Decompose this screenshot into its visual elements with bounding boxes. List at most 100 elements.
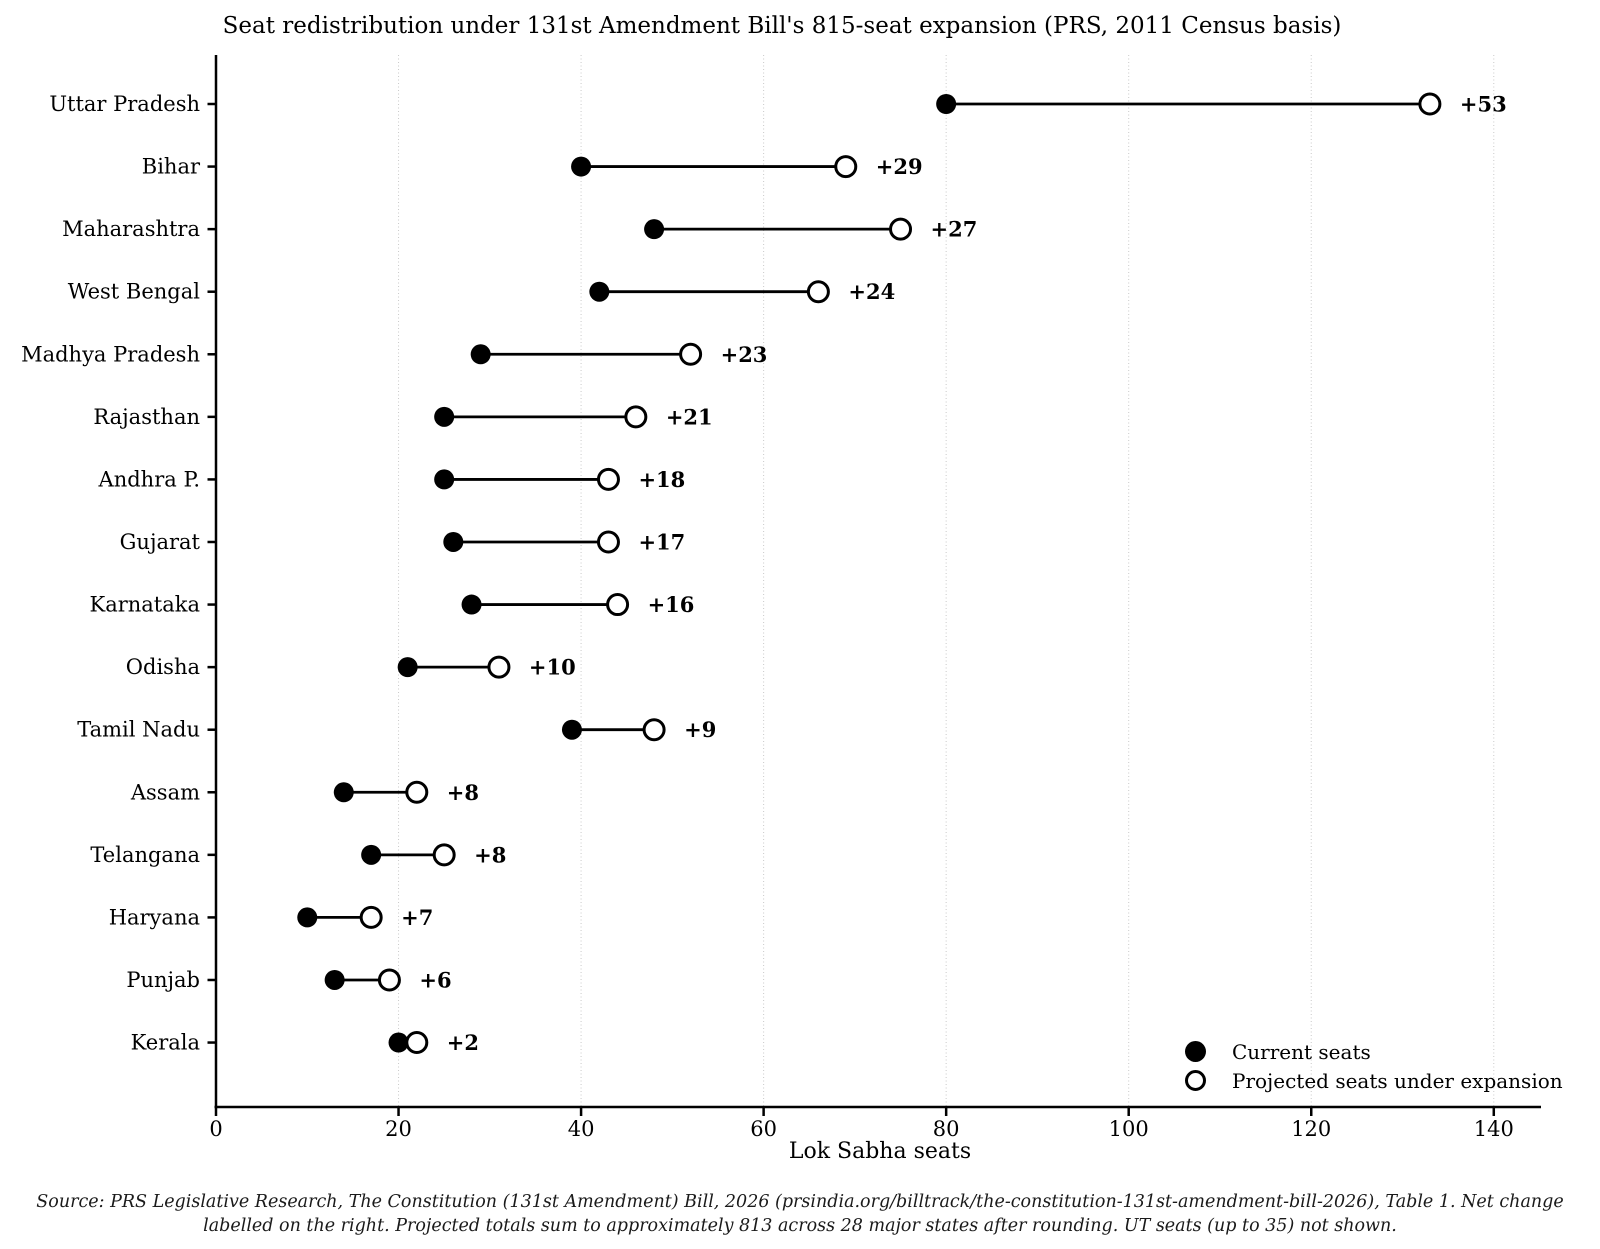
dumbbell-row: Andhra P. +18	[98, 467, 686, 492]
projected-dot	[405, 780, 429, 804]
projected-dot	[834, 155, 858, 179]
delta-label: +23	[721, 342, 768, 367]
delta-label: +6	[419, 967, 451, 992]
grid-group	[398, 55, 1495, 1107]
delta-label: +21	[666, 404, 713, 429]
current-dot	[443, 531, 464, 552]
filled-circle-icon	[1185, 1041, 1206, 1062]
projected-dot	[606, 593, 630, 617]
legend: Current seats Projected seats under expa…	[1185, 1037, 1563, 1095]
dumbbell-chart: 0 20 40 60 80 100 120 140 Uttar Pradesh +53 Bihar…	[21, 55, 1541, 1141]
x-tick-label: 100	[1109, 1117, 1149, 1141]
source-note-line1: Source: PRS Legislative Research, The Co…	[36, 1192, 1564, 1212]
current-dot	[571, 156, 592, 177]
current-dot	[589, 281, 610, 302]
x-tick-label: 40	[568, 1117, 595, 1141]
dumbbell-row: Odisha +10	[126, 655, 576, 680]
current-dot	[434, 406, 455, 427]
dumbbell-row: West Bengal +24	[68, 279, 895, 304]
current-dot	[397, 657, 418, 678]
delta-label: +29	[876, 154, 923, 179]
x-tick-label: 20	[385, 1117, 412, 1141]
dumbbell-row: Karnataka +16	[90, 592, 695, 617]
dumbbell-row: Haryana +7	[109, 905, 434, 930]
state-label: Karnataka	[90, 593, 201, 617]
projected-dot	[1418, 92, 1442, 116]
state-label: West Bengal	[68, 280, 201, 304]
dumbbell-row: Madhya Pradesh +23	[21, 342, 767, 367]
current-dot	[333, 782, 354, 803]
projected-dot	[642, 718, 666, 742]
source-note: Source: PRS Legislative Research, The Co…	[0, 1190, 1600, 1238]
open-circle-icon	[1185, 1070, 1206, 1091]
delta-label: +10	[529, 655, 576, 680]
delta-label: +16	[648, 592, 695, 617]
current-dot	[936, 94, 957, 114]
x-tick-label: 120	[1291, 1117, 1331, 1141]
delta-label: +8	[447, 780, 479, 805]
current-dot	[561, 719, 582, 740]
state-label: Telangana	[90, 843, 200, 867]
state-label: Kerala	[131, 1031, 200, 1055]
dumbbell-row: Assam +8	[130, 780, 479, 805]
state-label: Bihar	[142, 155, 201, 179]
x-axis-label: Lok Sabha seats	[788, 1139, 972, 1164]
x-tick-label: 60	[750, 1117, 777, 1141]
delta-label: +7	[401, 905, 433, 930]
dumbbell-row: Punjab +6	[126, 967, 451, 992]
chart-title: Seat redistribution under 131st Amendmen…	[222, 13, 1342, 39]
state-label: Punjab	[126, 968, 200, 992]
projected-dot	[889, 217, 913, 241]
projected-dot	[377, 968, 401, 992]
delta-label: +18	[638, 467, 685, 492]
source-note-line2: labelled on the right. Projected totals …	[203, 1216, 1397, 1236]
projected-dot	[596, 530, 620, 554]
state-label: Rajasthan	[93, 405, 200, 429]
current-dot	[297, 907, 318, 928]
current-dot	[324, 969, 345, 990]
legend-item-projected: Projected seats under expansion	[1185, 1066, 1563, 1095]
current-dot	[434, 469, 455, 490]
state-label: Odisha	[126, 655, 200, 679]
state-label: Haryana	[109, 905, 200, 929]
projected-dot	[624, 405, 648, 429]
projected-dot	[596, 467, 620, 491]
dumbbell-row: Gujarat +17	[120, 529, 686, 554]
dumbbell-row: Telangana +8	[90, 842, 506, 867]
delta-label: +2	[447, 1030, 479, 1055]
dumbbell-row: Bihar +29	[142, 154, 923, 179]
state-label: Assam	[130, 780, 200, 804]
x-tick-label: 0	[209, 1117, 222, 1141]
current-dot	[388, 1032, 409, 1053]
delta-label: +24	[848, 279, 895, 304]
x-tick-label: 80	[933, 1117, 960, 1141]
dumbbell-row: Tamil Nadu +9	[77, 717, 716, 742]
projected-dot	[405, 1031, 429, 1055]
state-label: Gujarat	[120, 530, 201, 554]
state-label: Uttar Pradesh	[49, 92, 200, 116]
projected-dot	[487, 655, 511, 679]
projected-dot	[432, 843, 456, 867]
state-label: Tamil Nadu	[77, 718, 200, 742]
state-label: Andhra P.	[98, 467, 200, 491]
axes-group: 0 20 40 60 80 100 120 140	[209, 55, 1541, 1141]
dumbbell-row: Maharashtra +27	[62, 217, 977, 242]
current-dot	[361, 844, 382, 865]
state-label: Maharashtra	[62, 217, 200, 241]
legend-label-projected: Projected seats under expansion	[1232, 1068, 1563, 1093]
delta-label: +53	[1460, 92, 1507, 117]
dumbbell-row: Uttar Pradesh +53	[49, 92, 1506, 117]
legend-label-current: Current seats	[1232, 1039, 1371, 1064]
delta-label: +9	[684, 717, 716, 742]
rows-group: Uttar Pradesh +53 Bihar +29 Maharashtra +27 We…	[21, 92, 1507, 1056]
projected-dot	[359, 905, 383, 929]
current-dot	[644, 219, 665, 240]
dumbbell-row: Kerala +2	[131, 1030, 479, 1055]
current-dot	[461, 594, 482, 615]
legend-item-current: Current seats	[1185, 1037, 1563, 1066]
delta-label: +27	[931, 217, 978, 242]
delta-label: +8	[474, 842, 506, 867]
current-dot	[470, 344, 491, 365]
delta-label: +17	[638, 529, 685, 554]
projected-dot	[806, 280, 830, 304]
